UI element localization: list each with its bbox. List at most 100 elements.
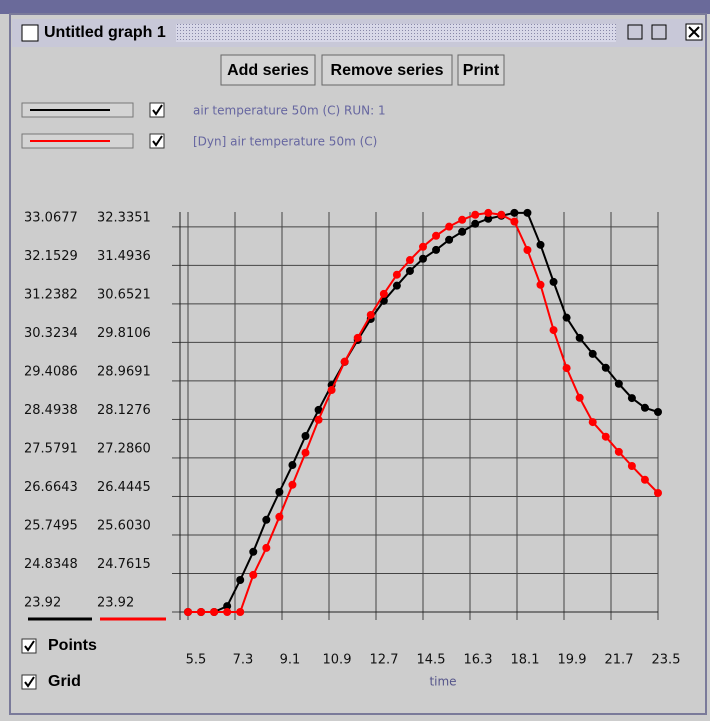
data-point — [432, 245, 441, 254]
data-point — [549, 277, 558, 286]
x-tick-label: 10.9 — [323, 653, 352, 668]
y-tick-label: 26.6643 — [24, 480, 78, 495]
data-point — [197, 608, 206, 616]
button[interactable] — [321, 54, 453, 86]
data-point — [562, 364, 571, 373]
data-point — [236, 576, 245, 584]
data-point — [392, 281, 401, 290]
window-icon — [21, 24, 39, 42]
button[interactable] — [220, 54, 316, 86]
x-tick-label: 18.1 — [511, 653, 540, 668]
window-title: Untitled graph 1 — [44, 24, 166, 41]
data-point — [484, 214, 493, 223]
data-point — [249, 570, 258, 579]
button-label[interactable]: Print — [463, 62, 500, 79]
y2-tick-label: 23.92 — [97, 596, 134, 611]
y-tick-label: 27.5791 — [24, 441, 78, 456]
data-point — [471, 219, 480, 228]
top-border — [0, 0, 710, 14]
data-point — [654, 489, 662, 498]
data-point — [458, 215, 467, 224]
data-point — [536, 240, 545, 249]
data-point — [301, 432, 310, 440]
button[interactable] — [457, 54, 505, 86]
data-point — [288, 480, 297, 489]
button-label[interactable]: Remove series — [331, 62, 444, 79]
legend-label: [Dyn] air temperature 50m (C) — [193, 135, 377, 149]
frame — [9, 13, 707, 715]
data-point — [614, 447, 623, 456]
data-point — [497, 210, 506, 219]
check-mark — [24, 640, 35, 652]
x-tick-label: 9.1 — [280, 653, 301, 668]
data-point — [627, 394, 636, 403]
data-point — [223, 608, 232, 616]
data-point — [379, 289, 388, 298]
data-point — [588, 418, 597, 427]
data-point — [575, 393, 584, 402]
data-point — [366, 310, 375, 319]
data-point — [484, 208, 493, 217]
data-point — [419, 254, 427, 263]
data-point — [445, 235, 454, 244]
button-label[interactable]: Add series — [227, 62, 309, 79]
data-point — [640, 403, 649, 412]
data-point — [314, 405, 323, 414]
y2-tick-label: 24.7615 — [97, 557, 151, 572]
x-tick-label: 12.7 — [370, 653, 399, 668]
y2-tick-label: 29.8106 — [97, 326, 151, 341]
data-point — [301, 448, 310, 457]
data-point — [340, 357, 349, 366]
data-point — [405, 266, 414, 275]
data-point — [627, 462, 636, 471]
y2-tick-label: 28.1276 — [97, 403, 151, 418]
y-tick-label: 33.0677 — [24, 210, 78, 225]
y2-tick-label: 32.3351 — [97, 210, 151, 225]
title-hatch — [176, 24, 616, 42]
check-mark — [152, 135, 163, 147]
x-tick-label: 16.3 — [464, 653, 493, 668]
data-point — [236, 608, 245, 616]
data-point — [536, 280, 545, 289]
data-point — [562, 313, 571, 322]
data-point — [262, 515, 271, 524]
data-point — [223, 602, 232, 611]
y2-tick-label: 26.4445 — [97, 480, 151, 495]
data-point — [419, 242, 427, 251]
x-tick-label: 19.9 — [558, 653, 587, 668]
y2-tick-label: 28.9691 — [97, 364, 151, 379]
data-point — [249, 547, 258, 556]
y2-tick-label: 27.2860 — [97, 441, 151, 456]
data-point — [588, 349, 597, 358]
data-point — [288, 461, 297, 470]
y-tick-label: 32.1529 — [24, 249, 78, 264]
window-controls[interactable] — [627, 23, 703, 41]
check-mark — [152, 104, 163, 116]
x-tick-label: 23.5 — [652, 653, 681, 668]
data-point — [405, 256, 414, 265]
check-mark — [24, 676, 35, 688]
x-tick-label: 7.3 — [233, 653, 254, 668]
data-point — [275, 488, 284, 496]
data-point — [614, 379, 623, 388]
data-point — [458, 227, 467, 236]
x-tick-label: 5.5 — [186, 653, 207, 668]
y-tick-label: 24.8348 — [24, 557, 78, 572]
data-point — [432, 231, 441, 240]
y2-tick-label: 31.4936 — [97, 249, 151, 264]
data-point — [327, 386, 336, 395]
option-label[interactable]: Points — [48, 637, 97, 654]
y-tick-label: 31.2382 — [24, 287, 78, 302]
option-label[interactable]: Grid — [48, 673, 81, 690]
data-point — [184, 608, 192, 616]
y-tick-label: 25.7495 — [24, 518, 78, 533]
data-point — [601, 363, 610, 372]
data-point — [575, 333, 584, 342]
y-tick-label: 23.92 — [24, 596, 61, 611]
legend-label: air temperature 50m (C) RUN: 1 — [193, 104, 386, 118]
data-point — [601, 432, 610, 441]
data-point — [523, 245, 532, 254]
y-tick-label: 29.4086 — [24, 364, 78, 379]
data-point — [640, 475, 649, 484]
